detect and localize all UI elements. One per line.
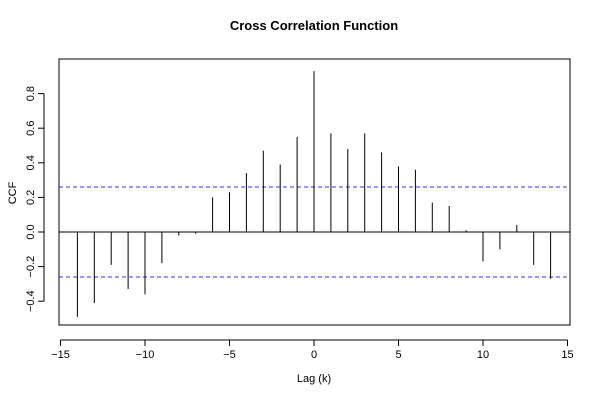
x-tick-label: −5 <box>223 349 236 361</box>
x-tick-label: 15 <box>561 349 573 361</box>
plot-frame <box>58 58 571 326</box>
axes: −15 −10 −5 0 5 10 15 −0.4 −0.2 0.0 0.2 0.4 0.6 0.8 <box>25 86 574 361</box>
chart-title: Cross Correlation Function <box>230 18 398 33</box>
y-tick-label: 0.0 <box>25 224 37 239</box>
y-tick-label: 0.6 <box>25 121 37 136</box>
y-tick-label: 0.2 <box>25 190 37 205</box>
x-tick-label: 10 <box>477 349 489 361</box>
y-tick-label: 0.4 <box>25 155 37 170</box>
y-tick-label: −0.2 <box>25 256 37 278</box>
x-tick-label: 0 <box>311 349 317 361</box>
x-tick-label: 5 <box>395 349 401 361</box>
y-tick-label: −0.4 <box>25 290 37 312</box>
x-tick-label: −15 <box>51 349 70 361</box>
y-tick-label: 0.8 <box>25 86 37 101</box>
x-tick-label: −10 <box>136 349 155 361</box>
plot-area <box>59 71 570 317</box>
x-axis-label: Lag (k) <box>297 373 331 385</box>
y-axis-label: CCF <box>7 181 19 204</box>
